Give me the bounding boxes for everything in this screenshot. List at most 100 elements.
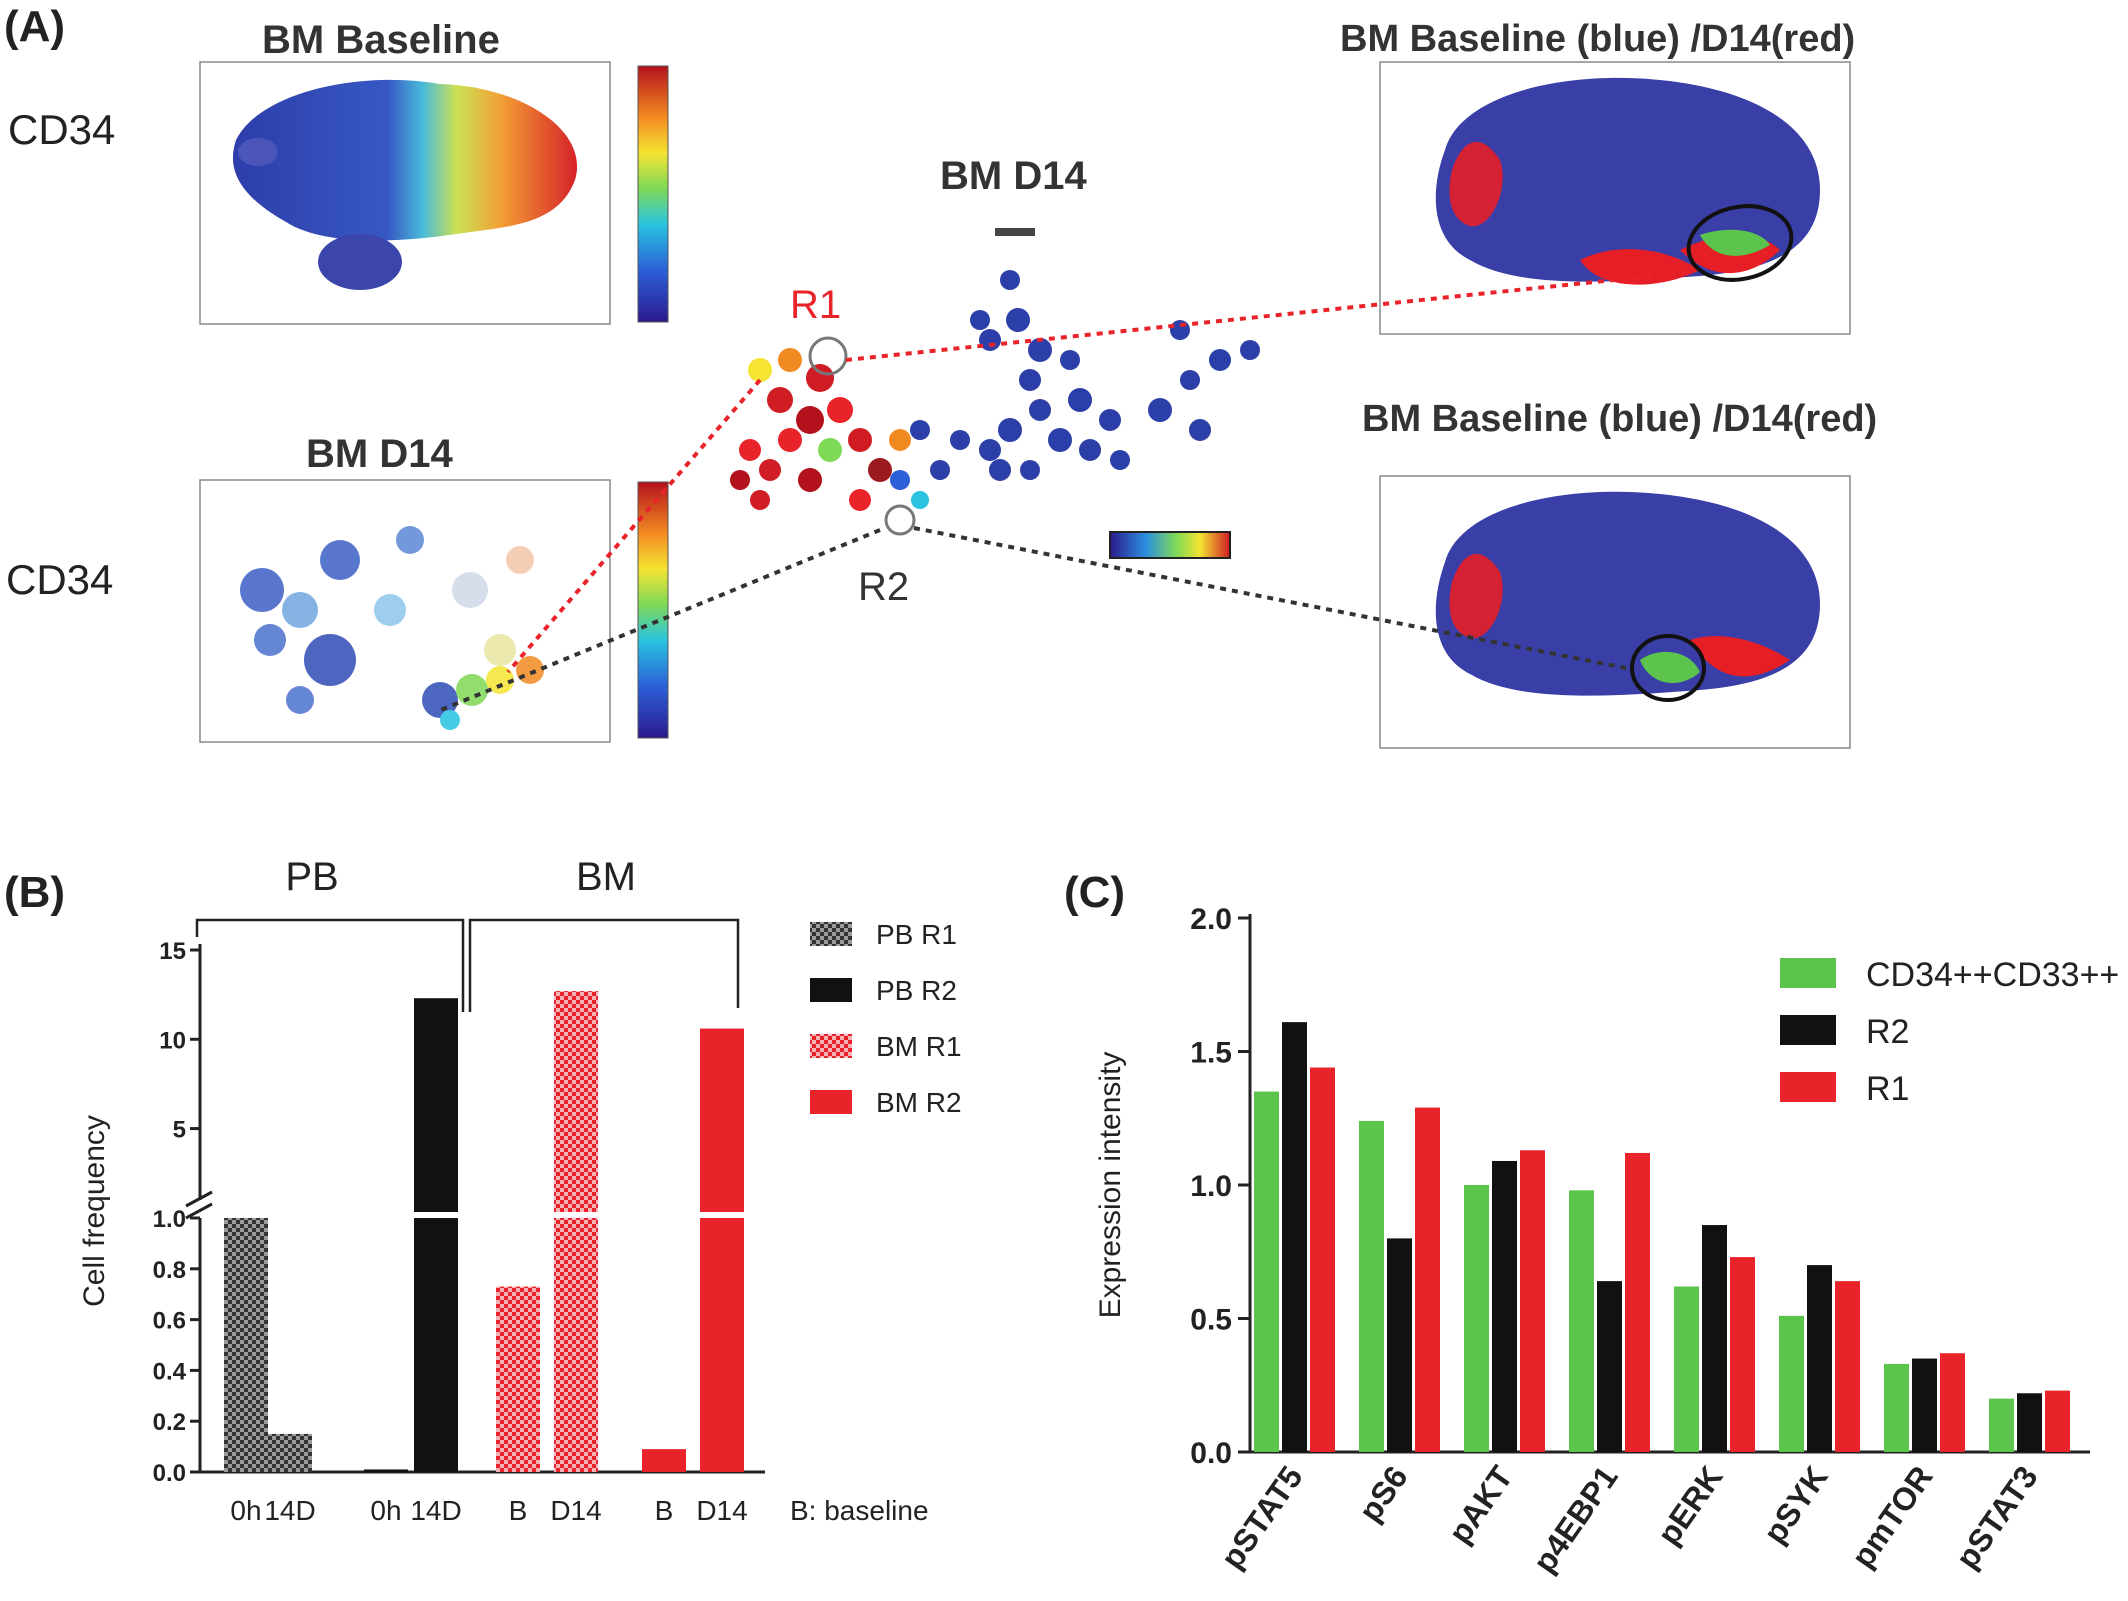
- legend-label: PB R1: [876, 919, 957, 950]
- tsne-d14-plot: [199, 479, 669, 743]
- bar-cd34-cd33-: [1989, 1398, 2014, 1452]
- legend-swatch: [1780, 1072, 1836, 1102]
- bar-bm-r2: [642, 1449, 686, 1472]
- legend-swatch: [1780, 1015, 1836, 1045]
- bar-cd34-cd33-: [1569, 1190, 1594, 1452]
- panel-a-label: (A): [4, 2, 66, 51]
- y-tick-label: 1.0: [1190, 1170, 1232, 1203]
- y-tick-label: 10: [159, 1027, 186, 1054]
- bar-r1: [1310, 1067, 1335, 1452]
- legend-label: BM R2: [876, 1087, 962, 1118]
- y-tick-label: 0.5: [1190, 1304, 1232, 1337]
- y-tick-label: 0.2: [153, 1409, 186, 1436]
- bar-pb-r2: [364, 1469, 408, 1472]
- bar-segment: [268, 1433, 312, 1472]
- bar-segment: [224, 1218, 268, 1472]
- x-category-label: D14: [696, 1495, 747, 1526]
- y-tick-label: 1.5: [1190, 1037, 1232, 1070]
- x-category-label: pSTAT3: [1949, 1459, 2045, 1575]
- bar-bm-r1: [496, 1286, 540, 1472]
- legend-label: BM R1: [876, 1031, 962, 1062]
- bar-r1: [1520, 1150, 1545, 1452]
- x-category-label: 0h: [370, 1495, 401, 1526]
- bar-r2: [1387, 1238, 1412, 1452]
- bar-r1: [1730, 1257, 1755, 1452]
- tsne-baseline-title: BM Baseline: [262, 18, 500, 62]
- y-tick-label: 0.0: [153, 1460, 186, 1487]
- bar-segment: [414, 1218, 458, 1472]
- bar-r1: [1625, 1152, 1650, 1452]
- y-axis-title: Cell frequency: [78, 1115, 111, 1307]
- bar-segment: [642, 1449, 686, 1472]
- bar-r2: [1492, 1160, 1517, 1452]
- bar-pb-r1: [268, 1433, 312, 1472]
- bar-cd34-cd33-: [1464, 1185, 1489, 1452]
- panel-c-chart: 0.0 0.5 1.0 1.5 2.0 Expression intensity pSTAT…: [1094, 903, 2119, 1579]
- bar-pb-r2: [414, 998, 458, 1472]
- bar-cd34-cd33-: [1779, 1315, 1804, 1452]
- bar-segment: [554, 991, 598, 1212]
- bar-segment: [496, 1286, 540, 1472]
- legend-swatch: [810, 978, 852, 1002]
- legend-label: R1: [1866, 1070, 1909, 1108]
- spade-tree: [730, 228, 1260, 559]
- r2-label: R2: [858, 565, 909, 609]
- bar-bm-r1: [554, 991, 598, 1472]
- bar-r1: [1415, 1107, 1440, 1452]
- x-category-label: 14D: [264, 1495, 315, 1526]
- bar-segment: [700, 1028, 744, 1212]
- panel-a-figure: R1 R2: [199, 61, 1851, 749]
- x-category-label: pAKT: [1441, 1459, 1520, 1550]
- tsne-baseline-plot: [199, 61, 669, 325]
- x-category-label: pSTAT5: [1214, 1459, 1310, 1575]
- y-tick-label: 0.0: [1190, 1437, 1232, 1470]
- cd34-label-bottom: CD34: [6, 556, 114, 603]
- bar-r2: [1702, 1225, 1727, 1452]
- group-label-bm: BM: [576, 855, 636, 899]
- y-tick-label: 15: [159, 938, 186, 965]
- bar-cd34-cd33-: [1359, 1120, 1384, 1452]
- y-tick-label: 0.8: [153, 1257, 186, 1284]
- bar-r2: [1597, 1281, 1622, 1452]
- bar-segment: [554, 1218, 598, 1472]
- bar-segment: [700, 1218, 744, 1472]
- legend-label: PB R2: [876, 975, 957, 1006]
- panel-c-label: (C): [1064, 868, 1126, 917]
- bm-bracket: [468, 918, 740, 1012]
- x-category-label: p4EBP1: [1526, 1459, 1625, 1579]
- r1-label: R1: [790, 283, 841, 327]
- legend-swatch: [810, 922, 852, 946]
- overlay-top-plot: [1379, 61, 1851, 335]
- x-category-label: pSYK: [1756, 1459, 1834, 1550]
- x-category-label: B: [655, 1495, 674, 1526]
- connector-lines: [435, 270, 1691, 714]
- x-category-label: 0h: [230, 1495, 261, 1526]
- axis-break-mark: [185, 1190, 213, 1208]
- overlay-top-title: BM Baseline (blue) /D14(red): [1340, 18, 1856, 60]
- legend-swatch: [810, 1090, 852, 1114]
- panel-b-label: (B): [4, 868, 66, 917]
- spade-title: BM D14: [940, 154, 1087, 198]
- x-category-label: 14D: [410, 1495, 461, 1526]
- legend-label: R2: [1866, 1013, 1909, 1051]
- legend-label: CD34++CD33++: [1866, 956, 2119, 994]
- x-category-label: pS6: [1352, 1459, 1415, 1528]
- bar-r2: [1912, 1358, 1937, 1452]
- bar-cd34-cd33-: [1674, 1286, 1699, 1452]
- bar-pb-r1: [224, 1218, 268, 1472]
- bar-r2: [1807, 1265, 1832, 1452]
- axis-break-mark: [185, 1202, 213, 1220]
- y-tick-label: 5: [173, 1117, 186, 1144]
- bar-cd34-cd33-: [1254, 1091, 1279, 1452]
- legend-swatch: [810, 1034, 852, 1058]
- overlay-bottom-plot: [1379, 475, 1851, 749]
- bar-bm-r2: [700, 1028, 744, 1472]
- x-category-label: D14: [550, 1495, 601, 1526]
- overlay-bottom-title: BM Baseline (blue) /D14(red): [1362, 398, 1878, 440]
- y-tick-label: 0.4: [153, 1358, 187, 1385]
- baseline-note: B: baseline: [790, 1495, 929, 1526]
- tsne-d14-title: BM D14: [306, 432, 453, 476]
- bar-r1: [1940, 1353, 1965, 1452]
- cd34-label-top: CD34: [8, 106, 116, 153]
- y-tick-label: 1.0: [153, 1206, 186, 1233]
